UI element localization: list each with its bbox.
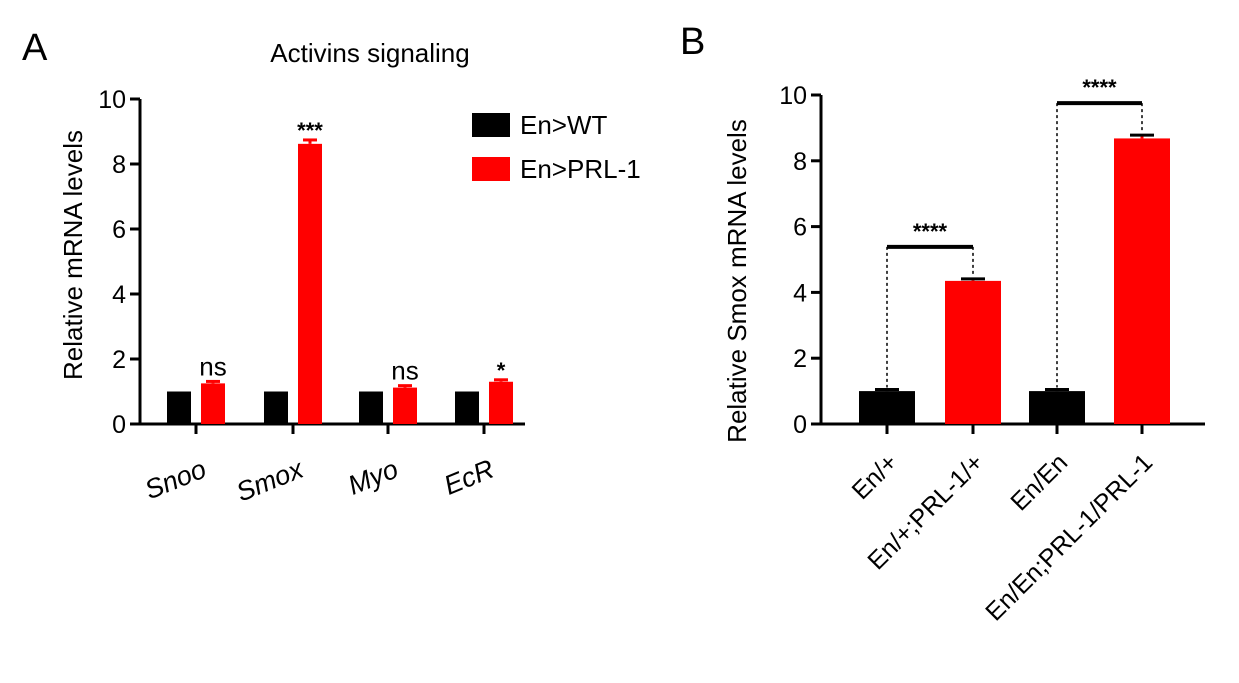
chart-a-y-tick-label: 8 (112, 151, 126, 179)
chart-b-y-tick-label: 10 (779, 82, 807, 110)
legend-label: En>WT (520, 110, 608, 140)
chart-a-bar (167, 391, 191, 424)
legend-swatch (472, 157, 510, 181)
chart-a-category-label: Myo (344, 454, 403, 501)
chart-b-category-label: En/En (1005, 448, 1073, 516)
chart-a-y-axis-label: Relative mRNA levels (58, 130, 88, 380)
chart-a-category-label: Snoo (141, 454, 211, 505)
chart-a-bar (298, 143, 322, 424)
chart-b-y-tick-label: 2 (793, 345, 807, 373)
chart-b-significance-label: **** (913, 219, 948, 244)
chart-a-y-tick-label: 10 (98, 86, 126, 114)
chart-a-bar (201, 383, 225, 424)
chart-b-bar (1029, 391, 1085, 424)
chart-a-title: Activins signaling (270, 38, 469, 68)
chart-b-bar (859, 391, 915, 424)
chart-b-significance-label: **** (1082, 75, 1117, 100)
chart-a-significance-label: ns (199, 351, 226, 381)
chart-a-category-label: Smox (232, 453, 309, 507)
chart-a-bar (264, 391, 288, 424)
chart-a-bar (359, 391, 383, 424)
chart-b-bar (1114, 138, 1170, 425)
chart-b-y-tick-label: 8 (793, 148, 807, 176)
chart-b-category-label: En/En;PRL-1/PRL-1 (980, 448, 1158, 626)
chart-b-bar (945, 280, 1001, 424)
chart-a-y-tick-label: 4 (112, 281, 126, 309)
chart-a-y-tick-label: 0 (112, 411, 126, 439)
chart-b-y-axis-label: Relative Smox mRNA levels (722, 119, 752, 443)
chart-a-significance-label: *** (297, 118, 323, 143)
legend-swatch (472, 113, 510, 137)
chart-b-category-label: En/+ (847, 448, 904, 505)
chart-a-bar (489, 381, 513, 424)
panel-b: B Relative Smox mRNA levels 0 2 4 6 8 10 En/+ E… (680, 21, 1205, 626)
panel-a-letter: A (22, 27, 48, 69)
chart-a-significance-label: ns (391, 356, 418, 386)
panel-b-letter: B (680, 21, 705, 63)
chart-a-significance-label: * (497, 358, 506, 383)
chart-a-y-tick-label: 2 (112, 346, 126, 374)
chart-a-category-label: EcR (440, 454, 499, 501)
chart-b-y-tick-label: 4 (793, 279, 807, 307)
legend-label: En>PRL-1 (520, 154, 641, 184)
chart-a-bar (455, 391, 479, 424)
chart-a-legend: En>WT En>PRL-1 (472, 110, 641, 184)
panel-a: A Activins signaling Relative mRNA level… (22, 27, 641, 507)
chart-b-y-tick-label: 6 (793, 214, 807, 242)
chart-b-y-tick-label: 0 (793, 411, 807, 439)
chart-a-y-tick-label: 6 (112, 216, 126, 244)
chart-a-bar (393, 387, 417, 424)
chart-a-plot: 0 2 4 6 8 10 Snoo ns Smox *** Myo ns EcR * (98, 86, 525, 507)
